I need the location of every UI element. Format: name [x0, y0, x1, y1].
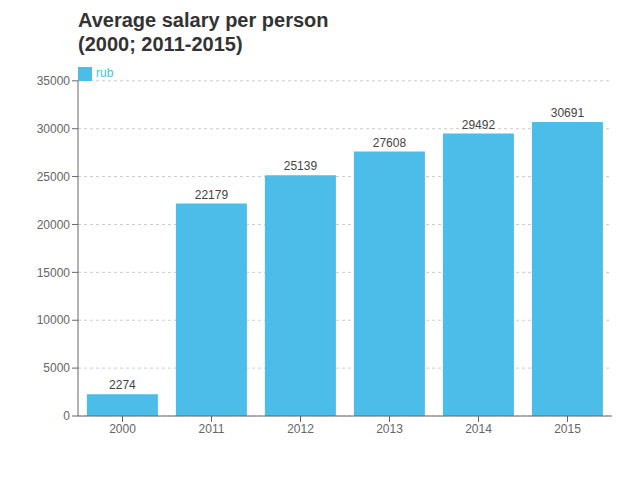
html-text:Average salary per person: Average salary per person	[78, 9, 329, 31]
svg-text:2274: 2274	[109, 378, 136, 392]
svg-text:2014: 2014	[465, 422, 492, 436]
svg-text:25139: 25139	[284, 159, 318, 173]
svg-text:2013: 2013	[376, 422, 403, 436]
svg-text:35000: 35000	[37, 74, 71, 88]
svg-text:15000: 15000	[37, 266, 71, 280]
svg-text:10000: 10000	[37, 313, 71, 327]
svg-text:2000: 2000	[109, 422, 136, 436]
svg-text:2015: 2015	[554, 422, 581, 436]
svg-text:5000: 5000	[43, 361, 70, 375]
svg-text:27608: 27608	[373, 136, 407, 150]
svg-text:20000: 20000	[37, 218, 71, 232]
svg-text:30000: 30000	[37, 122, 71, 136]
html-text:(2000; 2011-2015): (2000; 2011-2015)	[78, 33, 243, 55]
svg-text:0: 0	[63, 409, 70, 423]
html-text:rub: rub	[96, 66, 114, 80]
svg-text:22179: 22179	[195, 188, 229, 202]
svg-text:25000: 25000	[37, 170, 71, 184]
svg-text:2011: 2011	[199, 422, 225, 436]
svg-text:2012: 2012	[287, 422, 314, 436]
svg-text:29492: 29492	[462, 118, 496, 132]
svg-text:30691: 30691	[551, 106, 585, 120]
